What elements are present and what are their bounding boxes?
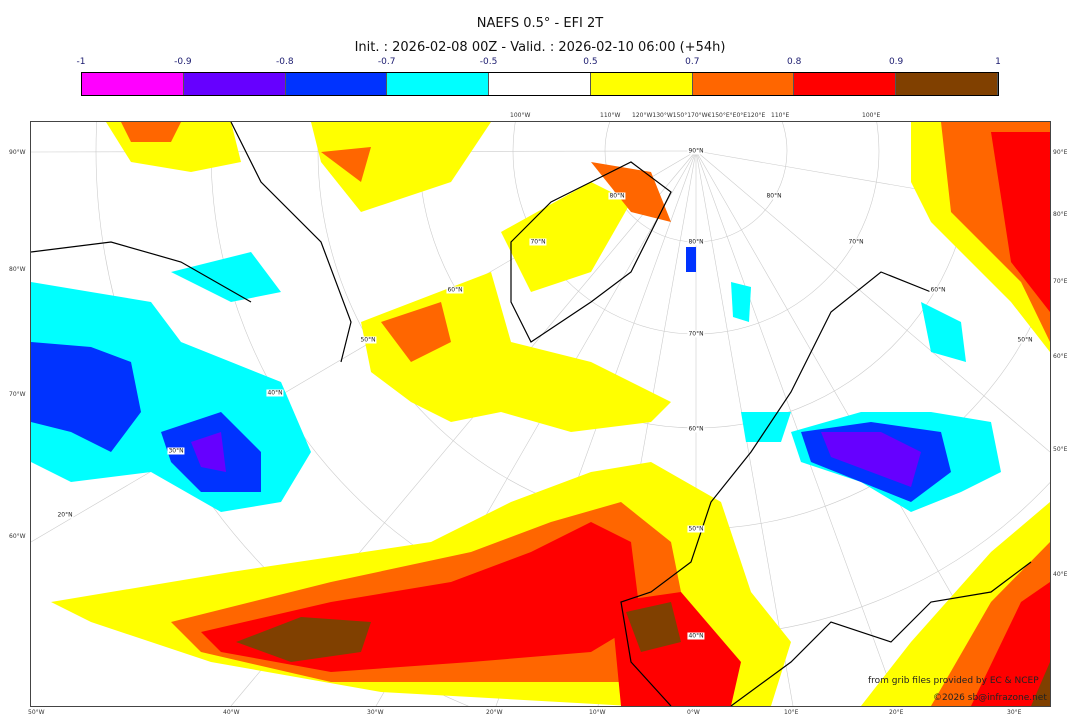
lat-label: 70°N	[847, 238, 865, 246]
colorbar-tick: 0.7	[685, 57, 700, 67]
lon-label-right: 90°E	[1053, 149, 1068, 156]
lon-label-right: 40°E	[1053, 571, 1068, 578]
lon-label-top: 110°W	[600, 112, 621, 119]
lon-label-bottom: 20°E	[889, 709, 904, 716]
map-area: 90°N 80°N 70°N 60°N 50°N 40°N 80°N 70°N 60°N 50°N…	[30, 121, 1051, 707]
lat-label: 60°N	[929, 286, 947, 294]
lon-label-left: 70°W	[9, 391, 26, 398]
colorbar-tick: -0.8	[275, 57, 294, 67]
lat-label: 50°N	[687, 525, 705, 533]
colorbar-tick: 0.5	[583, 57, 598, 67]
colorbar-swatch	[183, 73, 286, 95]
lat-label: 70°N	[687, 330, 705, 338]
lon-label-bottom: 0°W	[687, 709, 700, 716]
shading-brown	[236, 602, 1050, 706]
lon-label-bottom: 10°E	[784, 709, 799, 716]
colorbar-tick: 1	[995, 57, 1001, 67]
efi-field	[31, 122, 1050, 706]
lat-label: 70°N	[529, 238, 547, 246]
colorbar-swatch	[794, 73, 897, 95]
lat-label: 90°N	[687, 147, 705, 155]
lat-label: 60°N	[687, 425, 705, 433]
colorbar-tick: -0.9	[174, 57, 192, 67]
lon-label-bottom: 20°W	[486, 709, 503, 716]
lat-label: 60°N	[446, 286, 464, 294]
lon-label-top: 100°E	[862, 112, 881, 119]
lat-label: 40°N	[266, 389, 284, 397]
lat-label: 50°N	[359, 336, 377, 344]
lon-label-bottom: 10°W	[589, 709, 606, 716]
colorbar-tick: -0.7	[377, 57, 396, 67]
lon-label-bottom: 40°W	[223, 709, 240, 716]
colorbar-swatch	[387, 73, 490, 95]
lon-label-top: 120°W130°W150°170°W€150°E°E0°E120°E	[632, 112, 766, 119]
colorbar-tick: 0.8	[787, 57, 802, 67]
lon-label-right: 50°E	[1053, 446, 1068, 453]
map-title: NAEFS 0.5° - EFI 2T	[476, 16, 604, 31]
lon-label-left: 80°W	[9, 266, 26, 273]
lon-label-left: 60°W	[9, 533, 26, 540]
lon-label-right: 60°E	[1053, 353, 1068, 360]
colorbar-tick: -1	[76, 57, 86, 67]
credit-copyright: ©2026 sb@infrazone.net	[933, 693, 1047, 703]
colorbar-swatch	[590, 73, 693, 95]
lat-label: 80°N	[765, 192, 783, 200]
lat-label: 20°N	[56, 511, 74, 519]
colorbar-swatch	[489, 73, 591, 95]
colorbar-swatch	[82, 73, 184, 95]
lon-label-left: 90°W	[9, 149, 26, 156]
colorbar-swatch	[285, 73, 388, 95]
lon-label-bottom: 30°W	[367, 709, 384, 716]
lat-label: 50°N	[1016, 336, 1034, 344]
shading-violet	[191, 432, 921, 487]
colorbar-tick: 0.9	[888, 57, 904, 67]
colorbar-swatch	[896, 73, 999, 95]
lat-label: 80°N	[608, 192, 626, 200]
lat-label: 80°N	[687, 238, 705, 246]
colorbar-tick: -0.5	[479, 57, 498, 67]
map-subtitle: Init. : 2026-02-08 00Z - Valid. : 2026-0…	[354, 40, 726, 55]
colorbar	[81, 72, 999, 96]
lon-label-bottom: 50°W	[28, 709, 45, 716]
lon-label-right: 80°E	[1053, 211, 1068, 218]
lat-label: 40°N	[687, 632, 705, 640]
lat-label: 30°N	[167, 447, 185, 455]
lon-label-bottom: 30°E	[1007, 709, 1022, 716]
credit-source: from grib files provided by EC & NCEP	[868, 676, 1039, 686]
colorbar-swatch	[692, 73, 795, 95]
lon-label-top: 110°E	[771, 112, 790, 119]
lon-label-top: 100°W	[510, 112, 531, 119]
lon-label-right: 70°E	[1053, 278, 1068, 285]
coastlines	[31, 122, 1032, 706]
